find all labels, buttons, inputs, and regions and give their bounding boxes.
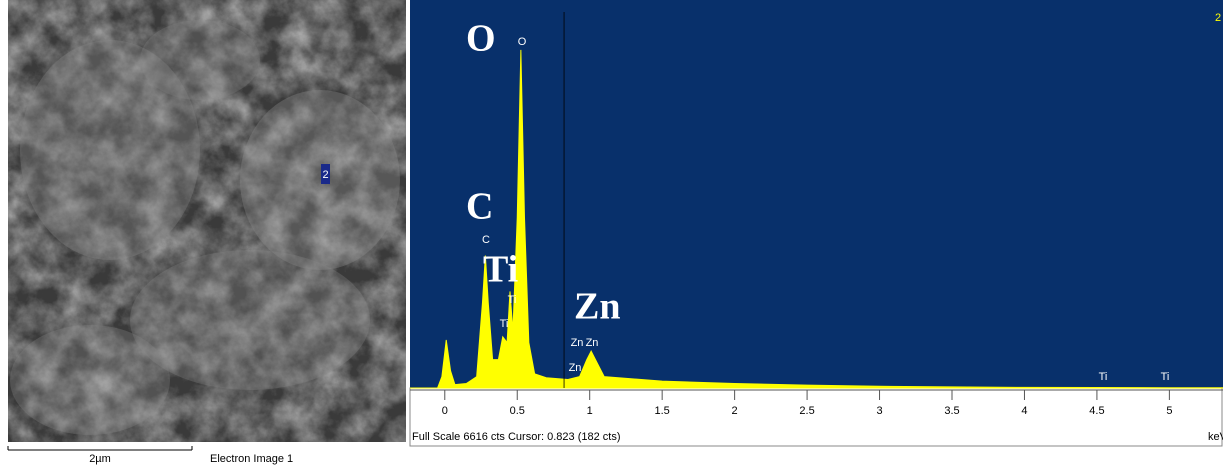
spectrum-area <box>410 49 1223 389</box>
plot-background <box>410 0 1223 388</box>
element-label: Zn <box>574 286 620 328</box>
x-tick-label: 3 <box>876 405 882 417</box>
x-tick-label: 4 <box>1021 405 1027 417</box>
x-tick-label: 0 <box>442 405 448 417</box>
x-tick-label: 1.5 <box>655 405 670 417</box>
x-tick-label: 3.5 <box>944 405 959 417</box>
element-label: O <box>466 18 496 60</box>
status: Full Scale 6616 cts Cursor: 0.823 (182 c… <box>412 431 620 443</box>
spectrum: 0 0.5 1 1.5 2 2.5 3 3.5 4 4.5 5 Full Scale 6616 cts… <box>409 0 1223 447</box>
x-tick-label: 0.5 <box>510 405 525 417</box>
image-caption: Electron Image 1 <box>210 453 293 465</box>
x-tick-label: 4.5 <box>1089 405 1104 417</box>
peak-label: Zn <box>569 362 582 374</box>
electron-image: 2 <box>8 0 406 442</box>
peak-label: Zn <box>586 337 599 349</box>
peak-label: C <box>482 234 490 246</box>
x-tick-label: 2.5 <box>799 405 814 417</box>
peak-label: Ti <box>508 294 517 306</box>
peak-label: Ti <box>1099 371 1108 383</box>
peak-label: Ti <box>500 318 509 330</box>
element-label: C <box>466 186 493 228</box>
peak-label: Zn <box>571 337 584 349</box>
spectrum-label: 2 <box>1215 12 1221 24</box>
marker-box <box>321 164 330 184</box>
peak-label: Ti <box>1161 371 1170 383</box>
axis-panel <box>409 387 1223 447</box>
x-tick-label: 1 <box>587 405 593 417</box>
peak-label: O <box>518 36 527 48</box>
x-unit: keV <box>1208 431 1223 443</box>
x-tick-label: 2 <box>732 405 738 417</box>
marker: 2 <box>322 169 328 181</box>
scale-bar-label: 2µm <box>89 453 111 465</box>
x-tick-label: 5 <box>1166 405 1172 417</box>
element-label: Ti <box>483 249 518 291</box>
